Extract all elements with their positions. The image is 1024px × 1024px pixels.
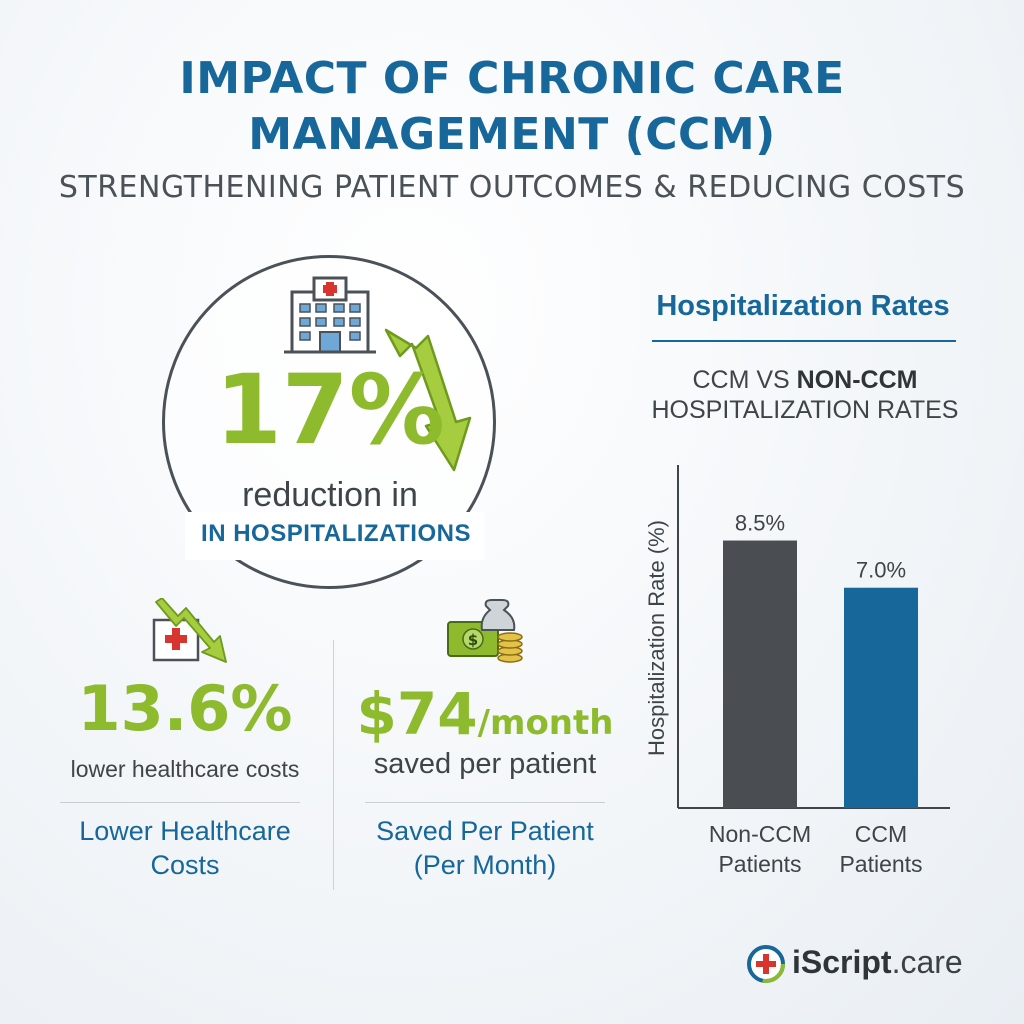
- y-axis-label: Hospitalization Rate (%): [644, 520, 669, 756]
- vertical-divider: [333, 640, 334, 890]
- savings-stat-label-line1: Saved Per Patient: [376, 816, 594, 846]
- main-stat-label: IN HOSPITALIZATIONS: [201, 520, 471, 547]
- cost-stat-label-line1: Lower Healthcare: [79, 816, 291, 846]
- chart-subtitle-line1: CCM VS NON-CCM: [640, 366, 970, 395]
- divider: [365, 802, 605, 803]
- savings-stat-suffix: /month: [477, 703, 614, 743]
- trend-down-arrow-icon: [384, 328, 472, 472]
- savings-stat-description: saved per patient: [373, 748, 597, 780]
- savings-stat-value: $74/month: [350, 680, 620, 757]
- x-tick-label-0-1: Patients: [718, 851, 801, 877]
- cost-stat-description: lower healthcare costs: [70, 756, 300, 782]
- hospitalization-bar-chart: Hospitalization Rate (%) 8.5% Non-CCM Pati…: [644, 465, 950, 877]
- bar-0: [723, 540, 797, 808]
- bar-value-label-0: 8.5%: [735, 511, 785, 536]
- hospital-building-icon: [284, 276, 376, 354]
- brand-name-bold: iScript: [792, 944, 892, 980]
- chart-title-rule: [652, 340, 956, 342]
- medical-cross-logo-icon: [747, 945, 785, 983]
- svg-text:$: $: [468, 631, 478, 649]
- divider: [60, 802, 300, 803]
- main-stat-description: reduction in: [242, 476, 418, 514]
- main-stat-value: 17%: [215, 354, 445, 466]
- main-stat-label-band: [185, 512, 485, 560]
- chart-subtitle-line2: HOSPITALIZATION RATES: [651, 396, 959, 424]
- savings-stat-label-line2: (Per Month): [413, 850, 557, 880]
- brand-name-suffix: .care: [891, 944, 963, 980]
- savings-stat-label: Saved Per Patient (Per Month): [340, 814, 630, 882]
- page-title-line1: IMPACT OF CHRONIC CARE: [179, 53, 845, 104]
- bar-1: [844, 587, 918, 808]
- x-tick-label-1-0: CCM: [855, 821, 907, 847]
- x-tick-label-1-1: Patients: [839, 851, 922, 877]
- bar-value-label-1: 7.0%: [856, 558, 906, 583]
- x-tick-label-0-0: Non-CCM: [709, 821, 811, 847]
- hospital-cost-down-icon: [152, 598, 227, 663]
- page-title-line2: MANAGEMENT (CCM): [248, 109, 776, 160]
- brand-name: iScript.care: [792, 944, 963, 981]
- cost-stat-value: 13.6%: [77, 672, 293, 745]
- cost-stat-label-line2: Costs: [150, 850, 220, 880]
- chart-title: Hospitalization Rates: [656, 290, 950, 322]
- chart-subtitle-emphasis: NON-CCM: [796, 366, 918, 394]
- cost-stat-label: Lower Healthcare Costs: [40, 814, 330, 882]
- money-bag-icon: $: [447, 599, 523, 663]
- savings-stat-amount: $74: [356, 680, 478, 748]
- chart-subtitle-prefix: CCM VS: [692, 366, 797, 394]
- page-subtitle: STRENGTHENING PATIENT OUTCOMES & REDUCIN…: [58, 170, 966, 205]
